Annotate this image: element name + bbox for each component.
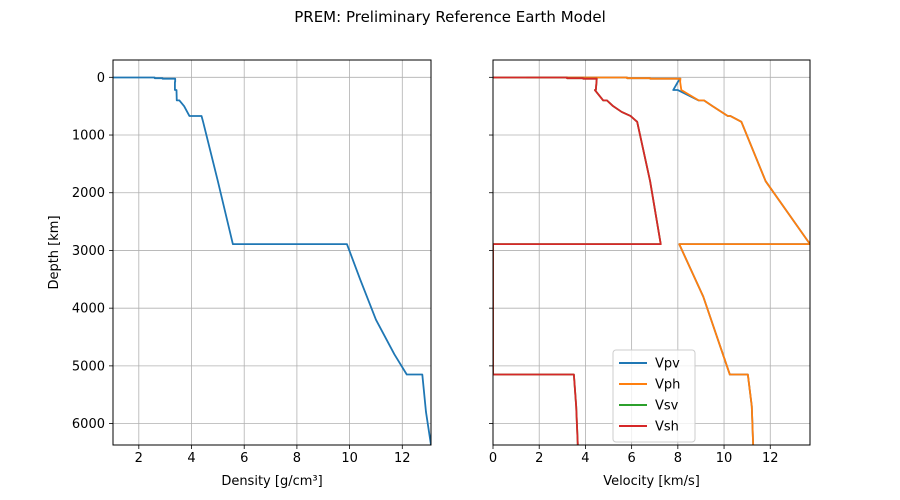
y-tick-label: 3000 xyxy=(72,244,105,259)
velocity-x-axis-label: Velocity [km/s] xyxy=(603,474,700,489)
x-tick-label: 2 xyxy=(135,451,143,466)
legend-label-vpv: Vpv xyxy=(655,357,680,372)
y-tick-label: 5000 xyxy=(72,359,105,374)
x-tick-label: 4 xyxy=(581,451,589,466)
velocity-legend: Vpv Vph Vsv Vsh xyxy=(613,350,695,442)
y-tick-label: 2000 xyxy=(72,186,105,201)
x-tick-label: 10 xyxy=(716,451,733,466)
x-tick-label: 4 xyxy=(187,451,195,466)
x-tick-label: 8 xyxy=(674,451,682,466)
x-tick-label: 6 xyxy=(627,451,635,466)
x-tick-label: 6 xyxy=(240,451,248,466)
x-tick-label: 0 xyxy=(489,451,497,466)
x-tick-label: 8 xyxy=(293,451,301,466)
density-x-axis-label: Density [g/cm³] xyxy=(221,474,322,489)
x-tick-label: 12 xyxy=(394,451,411,466)
y-tick-label: 1000 xyxy=(72,129,105,144)
legend-label-vsh: Vsh xyxy=(655,420,679,435)
y-tick-label: 0 xyxy=(97,71,105,86)
x-tick-label: 12 xyxy=(762,451,779,466)
x-tick-label: 10 xyxy=(341,451,358,466)
y-tick-label: 4000 xyxy=(72,302,105,317)
density-y-axis-label: Depth [km] xyxy=(47,215,62,289)
y-tick-label: 6000 xyxy=(72,417,105,432)
legend-label-vph: Vph xyxy=(655,378,680,393)
figure-title: PREM: Preliminary Reference Earth Model xyxy=(294,8,606,26)
x-tick-label: 2 xyxy=(535,451,543,466)
legend-label-vsv: Vsv xyxy=(655,399,679,414)
